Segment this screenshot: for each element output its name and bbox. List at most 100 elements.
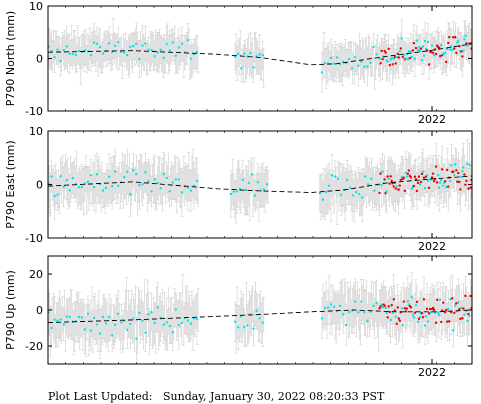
data-point xyxy=(425,174,429,177)
data-point xyxy=(380,303,383,306)
data-point xyxy=(98,332,102,335)
data-point xyxy=(422,54,426,57)
data-point xyxy=(247,181,251,185)
data-point xyxy=(392,298,395,301)
data-point xyxy=(375,53,378,56)
data-point xyxy=(246,324,249,327)
data-point xyxy=(357,311,360,314)
data-point xyxy=(62,323,65,326)
data-point xyxy=(126,53,129,57)
data-point xyxy=(358,192,361,196)
data-point xyxy=(249,51,252,55)
data-point xyxy=(83,328,87,331)
data-point xyxy=(364,175,367,178)
data-point xyxy=(427,63,431,66)
data-point xyxy=(65,179,68,182)
data-point xyxy=(456,41,459,44)
data-point xyxy=(464,183,467,187)
data-point xyxy=(59,59,62,63)
data-point xyxy=(466,44,469,48)
data-point xyxy=(59,175,62,178)
y-tick-label: 10 xyxy=(29,0,43,13)
data-point xyxy=(427,312,431,315)
data-point xyxy=(327,184,331,187)
data-point xyxy=(405,307,409,310)
data-point xyxy=(113,44,117,48)
data-point xyxy=(318,192,322,195)
data-point xyxy=(165,176,168,180)
data-point xyxy=(383,304,386,307)
data-point xyxy=(323,306,327,310)
footer-value: Sunday, January 30, 2022 08:20:33 PST xyxy=(162,390,385,403)
data-point xyxy=(129,322,132,326)
data-point xyxy=(330,174,334,177)
data-point xyxy=(333,175,337,178)
data-point xyxy=(366,65,369,68)
data-point xyxy=(426,40,430,44)
data-point xyxy=(117,312,120,316)
data-point xyxy=(378,307,381,310)
data-point xyxy=(461,317,464,320)
data-point xyxy=(463,313,466,316)
data-point xyxy=(345,323,348,327)
data-point xyxy=(92,41,96,44)
data-point xyxy=(80,185,84,189)
data-point xyxy=(186,186,190,189)
panel-3: -20 0 20 2022 P790 Up (mm) xyxy=(4,255,473,379)
data-point xyxy=(144,171,147,174)
data-point xyxy=(404,57,408,60)
data-point xyxy=(261,321,264,324)
data-point xyxy=(189,57,193,60)
data-point xyxy=(101,189,105,192)
data-point xyxy=(459,188,462,191)
data-point xyxy=(379,172,382,175)
data-point xyxy=(56,193,59,196)
data-point xyxy=(195,179,199,182)
data-point xyxy=(409,50,413,53)
data-point xyxy=(370,177,373,180)
data-point xyxy=(467,312,470,316)
data-point xyxy=(352,194,355,197)
data-point xyxy=(162,323,165,326)
data-point xyxy=(407,50,411,53)
data-point xyxy=(414,46,418,50)
data-point xyxy=(77,186,81,189)
data-point xyxy=(428,307,432,311)
data-point xyxy=(320,317,324,320)
data-point xyxy=(430,44,434,47)
data-point xyxy=(174,54,177,57)
data-point xyxy=(400,175,403,179)
trend-line xyxy=(47,175,473,193)
data-point xyxy=(437,313,441,317)
y-axis-label: P790 North (mm) xyxy=(4,11,17,106)
y-tick-label: 20 xyxy=(29,268,43,281)
data-point xyxy=(385,311,388,315)
data-point xyxy=(421,316,425,319)
data-point xyxy=(457,301,460,304)
data-point xyxy=(132,169,135,172)
data-point xyxy=(138,183,141,187)
data-point xyxy=(394,187,397,190)
data-point xyxy=(410,55,414,59)
data-point xyxy=(403,189,406,193)
data-point xyxy=(53,194,56,198)
data-point xyxy=(434,165,438,168)
data-point xyxy=(186,319,190,322)
y-axis-label: P790 Up (mm) xyxy=(4,270,17,350)
data-point xyxy=(469,294,472,298)
data-point xyxy=(53,318,56,321)
data-point xyxy=(171,41,174,44)
data-point xyxy=(426,179,430,182)
data-point xyxy=(461,170,464,173)
data-point xyxy=(113,170,117,173)
data-point xyxy=(445,308,448,312)
data-point xyxy=(406,58,410,61)
data-point xyxy=(393,55,396,59)
data-point xyxy=(407,169,411,172)
data-point xyxy=(394,62,397,65)
data-point xyxy=(177,46,181,49)
data-point xyxy=(440,168,444,171)
data-point xyxy=(351,67,354,70)
data-point xyxy=(404,310,408,313)
data-point xyxy=(195,317,199,321)
